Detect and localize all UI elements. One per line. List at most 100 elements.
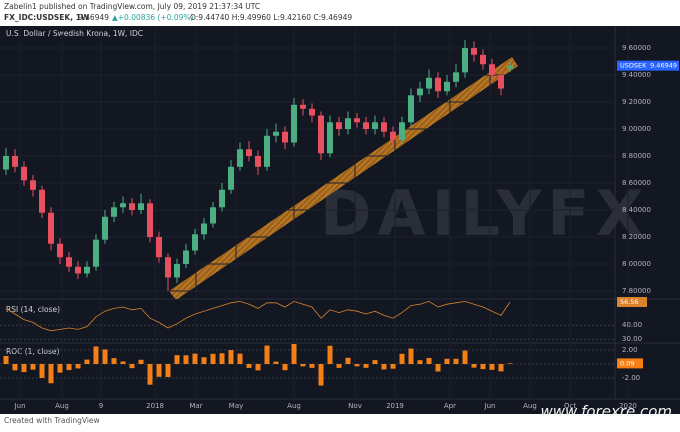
candle-body [30, 180, 36, 190]
bar [39, 364, 45, 378]
y-tick-label: 8.60000 [622, 179, 651, 187]
bar [264, 345, 270, 365]
bar [480, 364, 486, 370]
candle-body [318, 115, 324, 154]
candle-body [75, 266, 81, 274]
candle-body [174, 263, 180, 278]
candle-body [210, 207, 216, 224]
candle-body [84, 266, 90, 274]
candle-body [201, 223, 207, 235]
y-tick-label: 40.00 [622, 321, 642, 329]
bar [408, 348, 414, 365]
y-tick-label: 8.00000 [622, 260, 651, 268]
candle-body [291, 104, 297, 143]
candle-body [363, 122, 369, 130]
symbol: FX_IDC:USDSEK, 1W [4, 13, 90, 22]
x-tick-label: Apr [444, 402, 456, 410]
candle-body [192, 234, 198, 251]
bar [435, 364, 441, 372]
bar [3, 355, 9, 365]
x-tick-label: 2019 [386, 402, 404, 410]
candle-body [93, 239, 99, 267]
x-tick-label: Jun [484, 402, 496, 410]
y-tick-label: -2.00 [622, 374, 640, 382]
bar [498, 364, 504, 372]
bar [102, 349, 108, 365]
candle-body [300, 104, 306, 109]
bar [183, 355, 189, 365]
value-tag-label: 56.56 [620, 298, 639, 306]
value-tag-label: 0.09 [620, 359, 634, 367]
price-tag [617, 60, 679, 71]
bar [201, 357, 207, 365]
candle-body [21, 166, 27, 181]
publisher: Zabelin1 published on TradingView.com, J… [4, 2, 260, 11]
bar [453, 358, 459, 365]
y-tick-label: 2.00 [622, 346, 638, 354]
bar [174, 355, 180, 365]
candle-body [66, 257, 72, 267]
candle-body [399, 122, 405, 140]
candle-body [471, 48, 477, 55]
candle-body [102, 216, 108, 240]
candle-body [39, 189, 45, 213]
bar [354, 364, 360, 367]
candle-body [273, 131, 279, 136]
candle-body [147, 203, 153, 237]
candle-body [417, 88, 423, 96]
bar [210, 353, 216, 365]
candle-body [129, 203, 135, 211]
candle-body [408, 95, 414, 123]
bar [75, 364, 81, 369]
candle-body [228, 166, 234, 190]
x-tick-label: Jun [14, 402, 26, 410]
chart-title: U.S. Dollar / Swedish Krona, 1W, IDC [6, 29, 143, 38]
bar [345, 357, 351, 365]
bar [66, 364, 72, 371]
y-tick-label: 8.80000 [622, 152, 651, 160]
y-tick-label: 9.40000 [622, 71, 651, 79]
x-tick-label: Mar [189, 402, 202, 410]
bar [444, 358, 450, 365]
candle-body [219, 189, 225, 208]
y-tick-label: 9.60000 [622, 44, 651, 52]
y-tick-label: 30.00 [622, 335, 642, 343]
credit: Created with TradingView [4, 416, 100, 425]
bar [462, 350, 468, 365]
candle-body [120, 203, 126, 208]
bar [165, 364, 171, 378]
candle-body [3, 156, 9, 170]
bar [48, 364, 54, 384]
candle-body [156, 236, 162, 258]
bar [273, 361, 279, 365]
bar [282, 364, 288, 371]
watermark: DAILYFX [320, 177, 649, 250]
y-tick-label: 8.20000 [622, 233, 651, 241]
bar [84, 359, 90, 365]
x-tick-label: Nov [348, 402, 362, 410]
bar [21, 364, 27, 373]
bar [300, 364, 306, 367]
y-tick-label: 9.00000 [622, 125, 651, 133]
chart-bg [0, 26, 680, 414]
candle-body [111, 207, 117, 217]
footer-bg [0, 414, 680, 428]
bar [381, 364, 387, 370]
candle-body [498, 75, 504, 89]
candle-body [489, 64, 495, 76]
roc-bars [3, 344, 513, 386]
bar [327, 345, 333, 365]
candle-body [282, 131, 288, 143]
candle-body [246, 149, 252, 157]
bar [318, 364, 324, 386]
bar [291, 344, 297, 365]
y-tick-label: 9.20000 [622, 98, 651, 106]
candle-body [444, 81, 450, 92]
candle-body [183, 250, 189, 264]
price-tag-symbol: USDSEK [620, 62, 647, 70]
candle-body [237, 149, 243, 167]
x-tick-label: 2018 [146, 402, 164, 410]
roc-title: ROC (1, close) [6, 347, 60, 356]
candle-body [345, 118, 351, 130]
